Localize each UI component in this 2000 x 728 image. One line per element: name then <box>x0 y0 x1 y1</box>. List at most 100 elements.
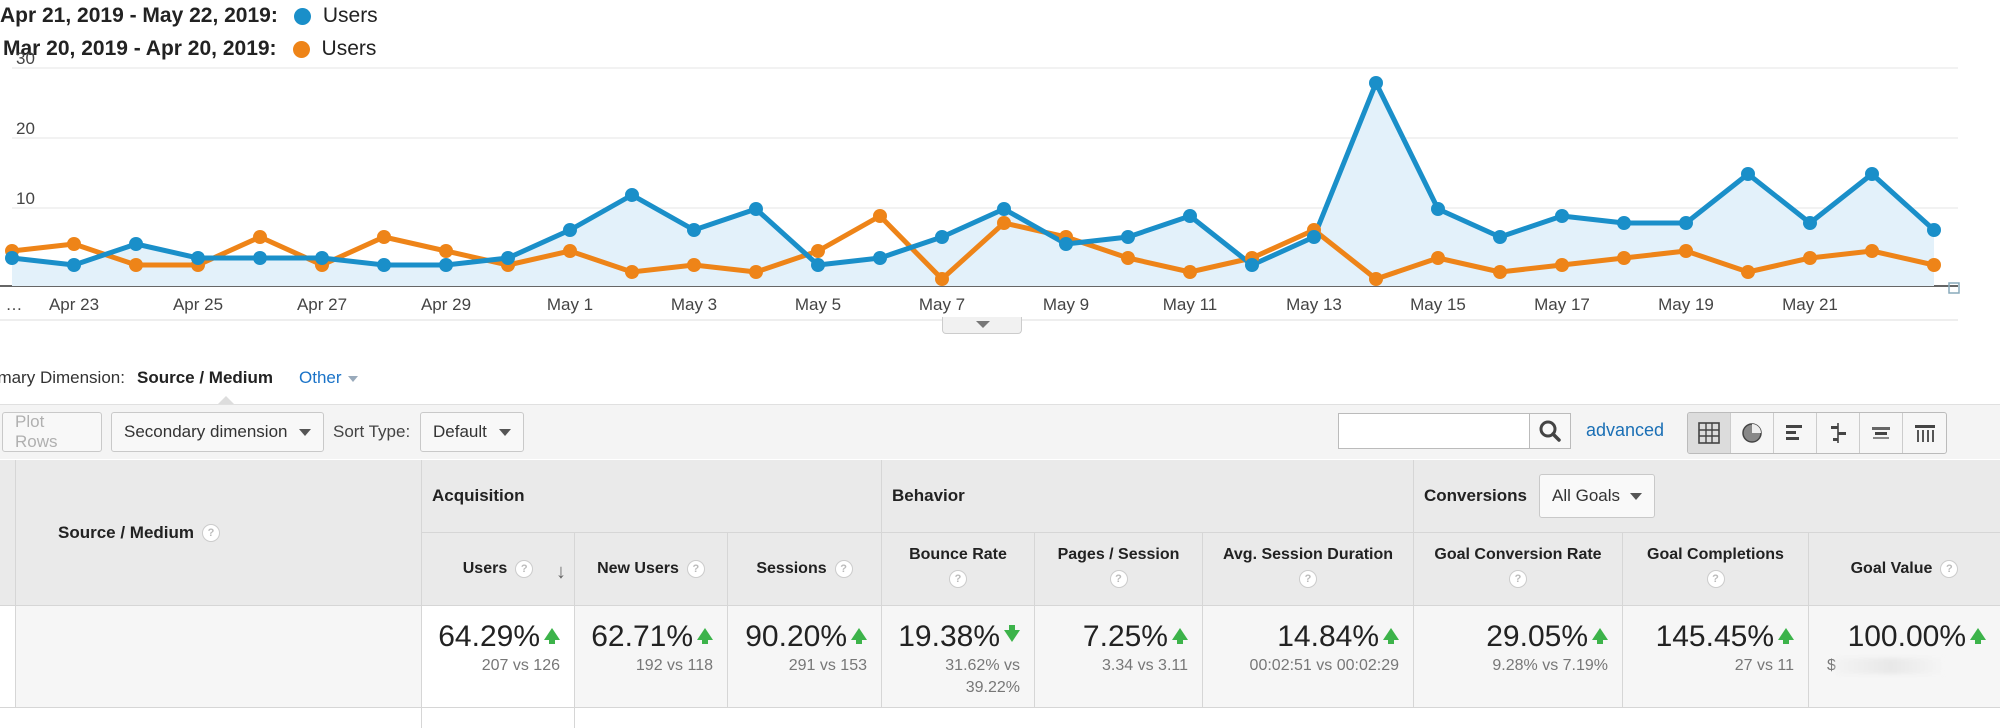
data-point[interactable] <box>1679 216 1693 230</box>
pages-session-column-header[interactable]: Pages / Session? <box>1035 533 1203 606</box>
series-line <box>11 80 1936 268</box>
search-button[interactable] <box>1529 413 1571 449</box>
data-point[interactable] <box>1369 76 1383 90</box>
data-point[interactable] <box>5 251 19 265</box>
data-point[interactable] <box>129 237 143 251</box>
data-point[interactable] <box>935 230 949 244</box>
column-label: Sessions <box>756 560 827 577</box>
data-point[interactable] <box>1059 237 1073 251</box>
data-point[interactable] <box>1183 265 1197 279</box>
goal-select[interactable]: All Goals <box>1538 474 1655 518</box>
help-icon[interactable]: ? <box>515 560 534 578</box>
help-icon[interactable]: ? <box>1940 560 1959 578</box>
data-point[interactable] <box>1431 251 1445 265</box>
data-point[interactable] <box>67 237 81 251</box>
sessions-column-header[interactable]: Sessions? <box>728 533 882 606</box>
help-icon[interactable]: ? <box>1706 570 1725 588</box>
data-point[interactable] <box>997 202 1011 216</box>
data-point[interactable] <box>1741 265 1755 279</box>
data-point[interactable] <box>563 244 577 258</box>
data-point[interactable] <box>1927 258 1941 272</box>
help-icon[interactable]: ? <box>686 560 705 578</box>
data-point[interactable] <box>439 258 453 272</box>
data-point[interactable] <box>935 272 949 286</box>
data-point[interactable] <box>811 258 825 272</box>
comparison-view-button[interactable] <box>1817 413 1860 453</box>
data-point[interactable] <box>1927 223 1941 237</box>
data-point[interactable] <box>563 223 577 237</box>
new-users-column-header[interactable]: New Users? <box>575 533 728 606</box>
data-point[interactable] <box>1865 244 1879 258</box>
data-point[interactable] <box>1803 216 1817 230</box>
data-point[interactable] <box>501 251 515 265</box>
users-line-chart[interactable]: … Apr 23 Apr 25 Apr 27 Apr 29 May 1 May 3 May 5… <box>0 0 2000 340</box>
annotation-icon[interactable] <box>1948 282 1960 294</box>
data-point[interactable] <box>253 251 267 265</box>
data-point[interactable] <box>625 188 639 202</box>
goal-completions-change: 145.45% <box>1623 606 1808 654</box>
users-column-header[interactable]: Users? ↓ <box>422 533 575 606</box>
data-point[interactable] <box>1803 251 1817 265</box>
table-view-switcher <box>1687 412 1947 454</box>
data-point[interactable] <box>1493 230 1507 244</box>
data-point[interactable] <box>873 209 887 223</box>
avg-session-duration-column-header[interactable]: Avg. Session Duration? <box>1203 533 1414 606</box>
bounce-rate-column-header[interactable]: Bounce Rate? <box>882 533 1035 606</box>
data-point[interactable] <box>1121 251 1135 265</box>
percentage-view-button[interactable] <box>1731 413 1774 453</box>
data-point[interactable] <box>253 230 267 244</box>
chart-collapse-toggle[interactable] <box>942 317 1022 334</box>
source-medium-column-header[interactable]: Source / Medium? <box>16 460 422 606</box>
data-point[interactable] <box>1679 244 1693 258</box>
goal-completions-column-header[interactable]: Goal Completions? <box>1623 533 1809 606</box>
secondary-dimension-select[interactable]: Secondary dimension <box>111 412 324 452</box>
data-point[interactable] <box>1183 209 1197 223</box>
help-icon[interactable]: ? <box>1509 570 1527 588</box>
data-point[interactable] <box>1617 251 1631 265</box>
help-icon[interactable]: ? <box>834 560 853 578</box>
data-point[interactable] <box>1493 265 1507 279</box>
data-table-view-button[interactable] <box>1688 413 1731 453</box>
help-icon[interactable]: ? <box>949 570 967 588</box>
sort-type-select[interactable]: Default <box>420 412 524 452</box>
advanced-filter-link[interactable]: advanced <box>1586 420 1665 440</box>
performance-view-button[interactable] <box>1774 413 1817 453</box>
data-point[interactable] <box>377 230 391 244</box>
data-point[interactable] <box>1431 202 1445 216</box>
data-point[interactable] <box>749 202 763 216</box>
help-icon[interactable]: ? <box>202 523 221 542</box>
data-point[interactable] <box>1307 230 1321 244</box>
data-point[interactable] <box>873 251 887 265</box>
data-point[interactable] <box>1121 230 1135 244</box>
data-point[interactable] <box>129 258 143 272</box>
data-point[interactable] <box>625 265 639 279</box>
data-point[interactable] <box>1617 216 1631 230</box>
pivot-view-button[interactable] <box>1903 413 1946 453</box>
data-point[interactable] <box>1245 258 1259 272</box>
data-point[interactable] <box>687 258 701 272</box>
plot-rows-button[interactable]: Plot Rows <box>2 412 102 452</box>
data-point[interactable] <box>687 223 701 237</box>
term-cloud-view-button[interactable] <box>1860 413 1903 453</box>
data-point[interactable] <box>67 258 81 272</box>
data-point[interactable] <box>315 251 329 265</box>
goal-value-column-header[interactable]: Goal Value? <box>1809 533 2000 606</box>
data-point[interactable] <box>997 216 1011 230</box>
data-point[interactable] <box>1555 209 1569 223</box>
goal-conversion-rate-column-header[interactable]: Goal Conversion Rate? <box>1414 533 1623 606</box>
primary-dimension-other-link[interactable]: Other <box>299 368 358 388</box>
data-point[interactable] <box>377 258 391 272</box>
help-icon[interactable]: ? <box>1109 570 1128 588</box>
data-point[interactable] <box>439 244 453 258</box>
data-point[interactable] <box>1369 272 1383 286</box>
data-point[interactable] <box>191 251 205 265</box>
table-search-input[interactable] <box>1338 413 1530 449</box>
column-label: Goal Completions <box>1647 546 1784 563</box>
primary-dimension-selected[interactable]: Source / Medium <box>136 368 274 387</box>
help-icon[interactable]: ? <box>1299 570 1317 588</box>
data-point[interactable] <box>811 244 825 258</box>
data-point[interactable] <box>1741 167 1755 181</box>
data-point[interactable] <box>749 265 763 279</box>
data-point[interactable] <box>1555 258 1569 272</box>
data-point[interactable] <box>1865 167 1879 181</box>
